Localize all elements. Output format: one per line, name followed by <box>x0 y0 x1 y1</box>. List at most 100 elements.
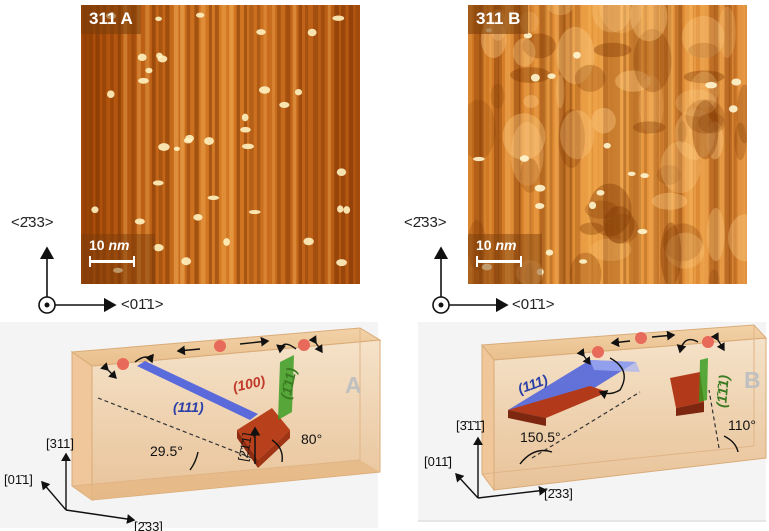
stm-stripe <box>298 5 303 284</box>
stm-patch <box>574 64 606 92</box>
stm-stripe <box>659 5 664 284</box>
angle1-label-a: 29.5° <box>150 443 183 459</box>
stm-stripe <box>509 5 515 284</box>
stm-stripe <box>221 5 227 284</box>
stm-patch <box>605 213 639 244</box>
axis-311-label-b: [3̄1̄1̄] <box>456 418 485 433</box>
stm-patch <box>734 122 747 161</box>
stm-stripe <box>674 5 682 284</box>
dir-211-label-a: [2̄1̄1] <box>235 431 255 462</box>
stm-stripe <box>236 5 240 284</box>
stm-stripe <box>638 5 643 284</box>
stm-patch <box>698 112 726 134</box>
stm-patch <box>660 141 701 194</box>
stm-patch <box>706 208 725 262</box>
stm-patch <box>665 232 705 269</box>
stm-stripe <box>633 5 641 284</box>
stm-stripe <box>131 5 136 284</box>
stm-stripe <box>173 5 179 284</box>
stm-adatom <box>534 184 546 192</box>
axis-311-label-a: [311] <box>46 436 74 451</box>
stm-adatom <box>547 73 556 79</box>
stm-adatom <box>155 16 162 22</box>
stm-patch <box>522 33 556 59</box>
stm-stripe <box>320 5 325 284</box>
stm-stripe <box>714 5 720 284</box>
stm-patch <box>603 205 635 244</box>
stm-adatom <box>589 201 597 210</box>
stm-patch <box>468 220 486 271</box>
stm-stripe <box>513 5 521 284</box>
stm-patch <box>639 75 664 135</box>
stm-adatom <box>336 259 347 267</box>
stm-stripe <box>194 5 199 284</box>
stm-patch <box>516 260 544 284</box>
stm-adatom <box>193 213 203 221</box>
stm-stripe <box>473 5 482 284</box>
stm-patch <box>683 70 725 84</box>
stm-patch <box>718 6 736 58</box>
axis-233-label-a: [2̄33] <box>134 519 163 531</box>
stm-adatom <box>545 249 554 256</box>
stm-stripe <box>271 5 276 284</box>
angle2-label-b: 110° <box>728 417 756 433</box>
stm-adatom <box>258 86 271 94</box>
stm-patch <box>615 70 651 92</box>
stm-texture-b <box>468 5 747 284</box>
stm-adatom <box>152 180 164 186</box>
stm-adatom <box>204 137 214 145</box>
stm-patch <box>674 108 715 160</box>
stm-patch <box>692 100 719 160</box>
stm-adatom <box>145 67 153 74</box>
stm-adatom <box>336 168 347 177</box>
stm-stripe <box>468 5 472 284</box>
stm-stripe <box>533 5 539 284</box>
stm-stripe <box>489 5 492 284</box>
stm-adatom <box>728 105 738 113</box>
stm-adatom <box>207 195 220 200</box>
stm-patch <box>662 223 703 262</box>
stm-adatom <box>279 101 290 109</box>
stm-patch <box>656 164 682 185</box>
stm-stripe <box>539 5 547 284</box>
stm-adatom <box>332 15 345 21</box>
plane-1b11-label-a: (1̄11) <box>277 366 299 401</box>
stm-stripe <box>348 5 354 284</box>
stm-adatom <box>579 259 588 264</box>
stm-patch <box>588 183 632 237</box>
stm-patch <box>651 192 688 210</box>
stm-stripe <box>277 5 281 284</box>
stm-patch <box>548 5 573 16</box>
stm-patch <box>519 158 540 193</box>
stm-stripe <box>584 5 592 284</box>
stm-patch <box>633 121 666 134</box>
stm-stripe <box>137 5 141 284</box>
stm-adatom <box>481 263 493 271</box>
stm-stripe <box>569 5 573 284</box>
stm-stripe <box>483 5 486 284</box>
stm-stripe <box>689 5 694 284</box>
stm-adatom <box>573 51 581 59</box>
stm-stripe <box>145 5 150 284</box>
stm-adatom <box>536 268 544 276</box>
stm-adatom <box>337 205 344 213</box>
stm-stripe <box>743 5 747 284</box>
stm-adatom <box>158 143 170 151</box>
stm-stripe <box>292 5 297 284</box>
stm-stripe <box>648 5 657 284</box>
stm-stripe <box>608 5 614 284</box>
stm-patch <box>524 262 533 284</box>
stm-stripe <box>151 5 156 284</box>
stm-patch <box>490 83 505 109</box>
stm-stripe <box>678 5 683 284</box>
stm-stripe <box>699 5 705 284</box>
stm-patch <box>633 29 672 93</box>
plane-1b11-label-b: (1̄1̄1) <box>713 374 732 408</box>
stm-adatom <box>137 53 147 62</box>
stm-stripe <box>554 5 561 284</box>
stm-patch <box>510 121 544 186</box>
stm-patch <box>630 5 668 42</box>
stm-adatom <box>113 267 123 273</box>
stm-patch <box>706 121 724 160</box>
stm-stripe <box>709 5 715 284</box>
